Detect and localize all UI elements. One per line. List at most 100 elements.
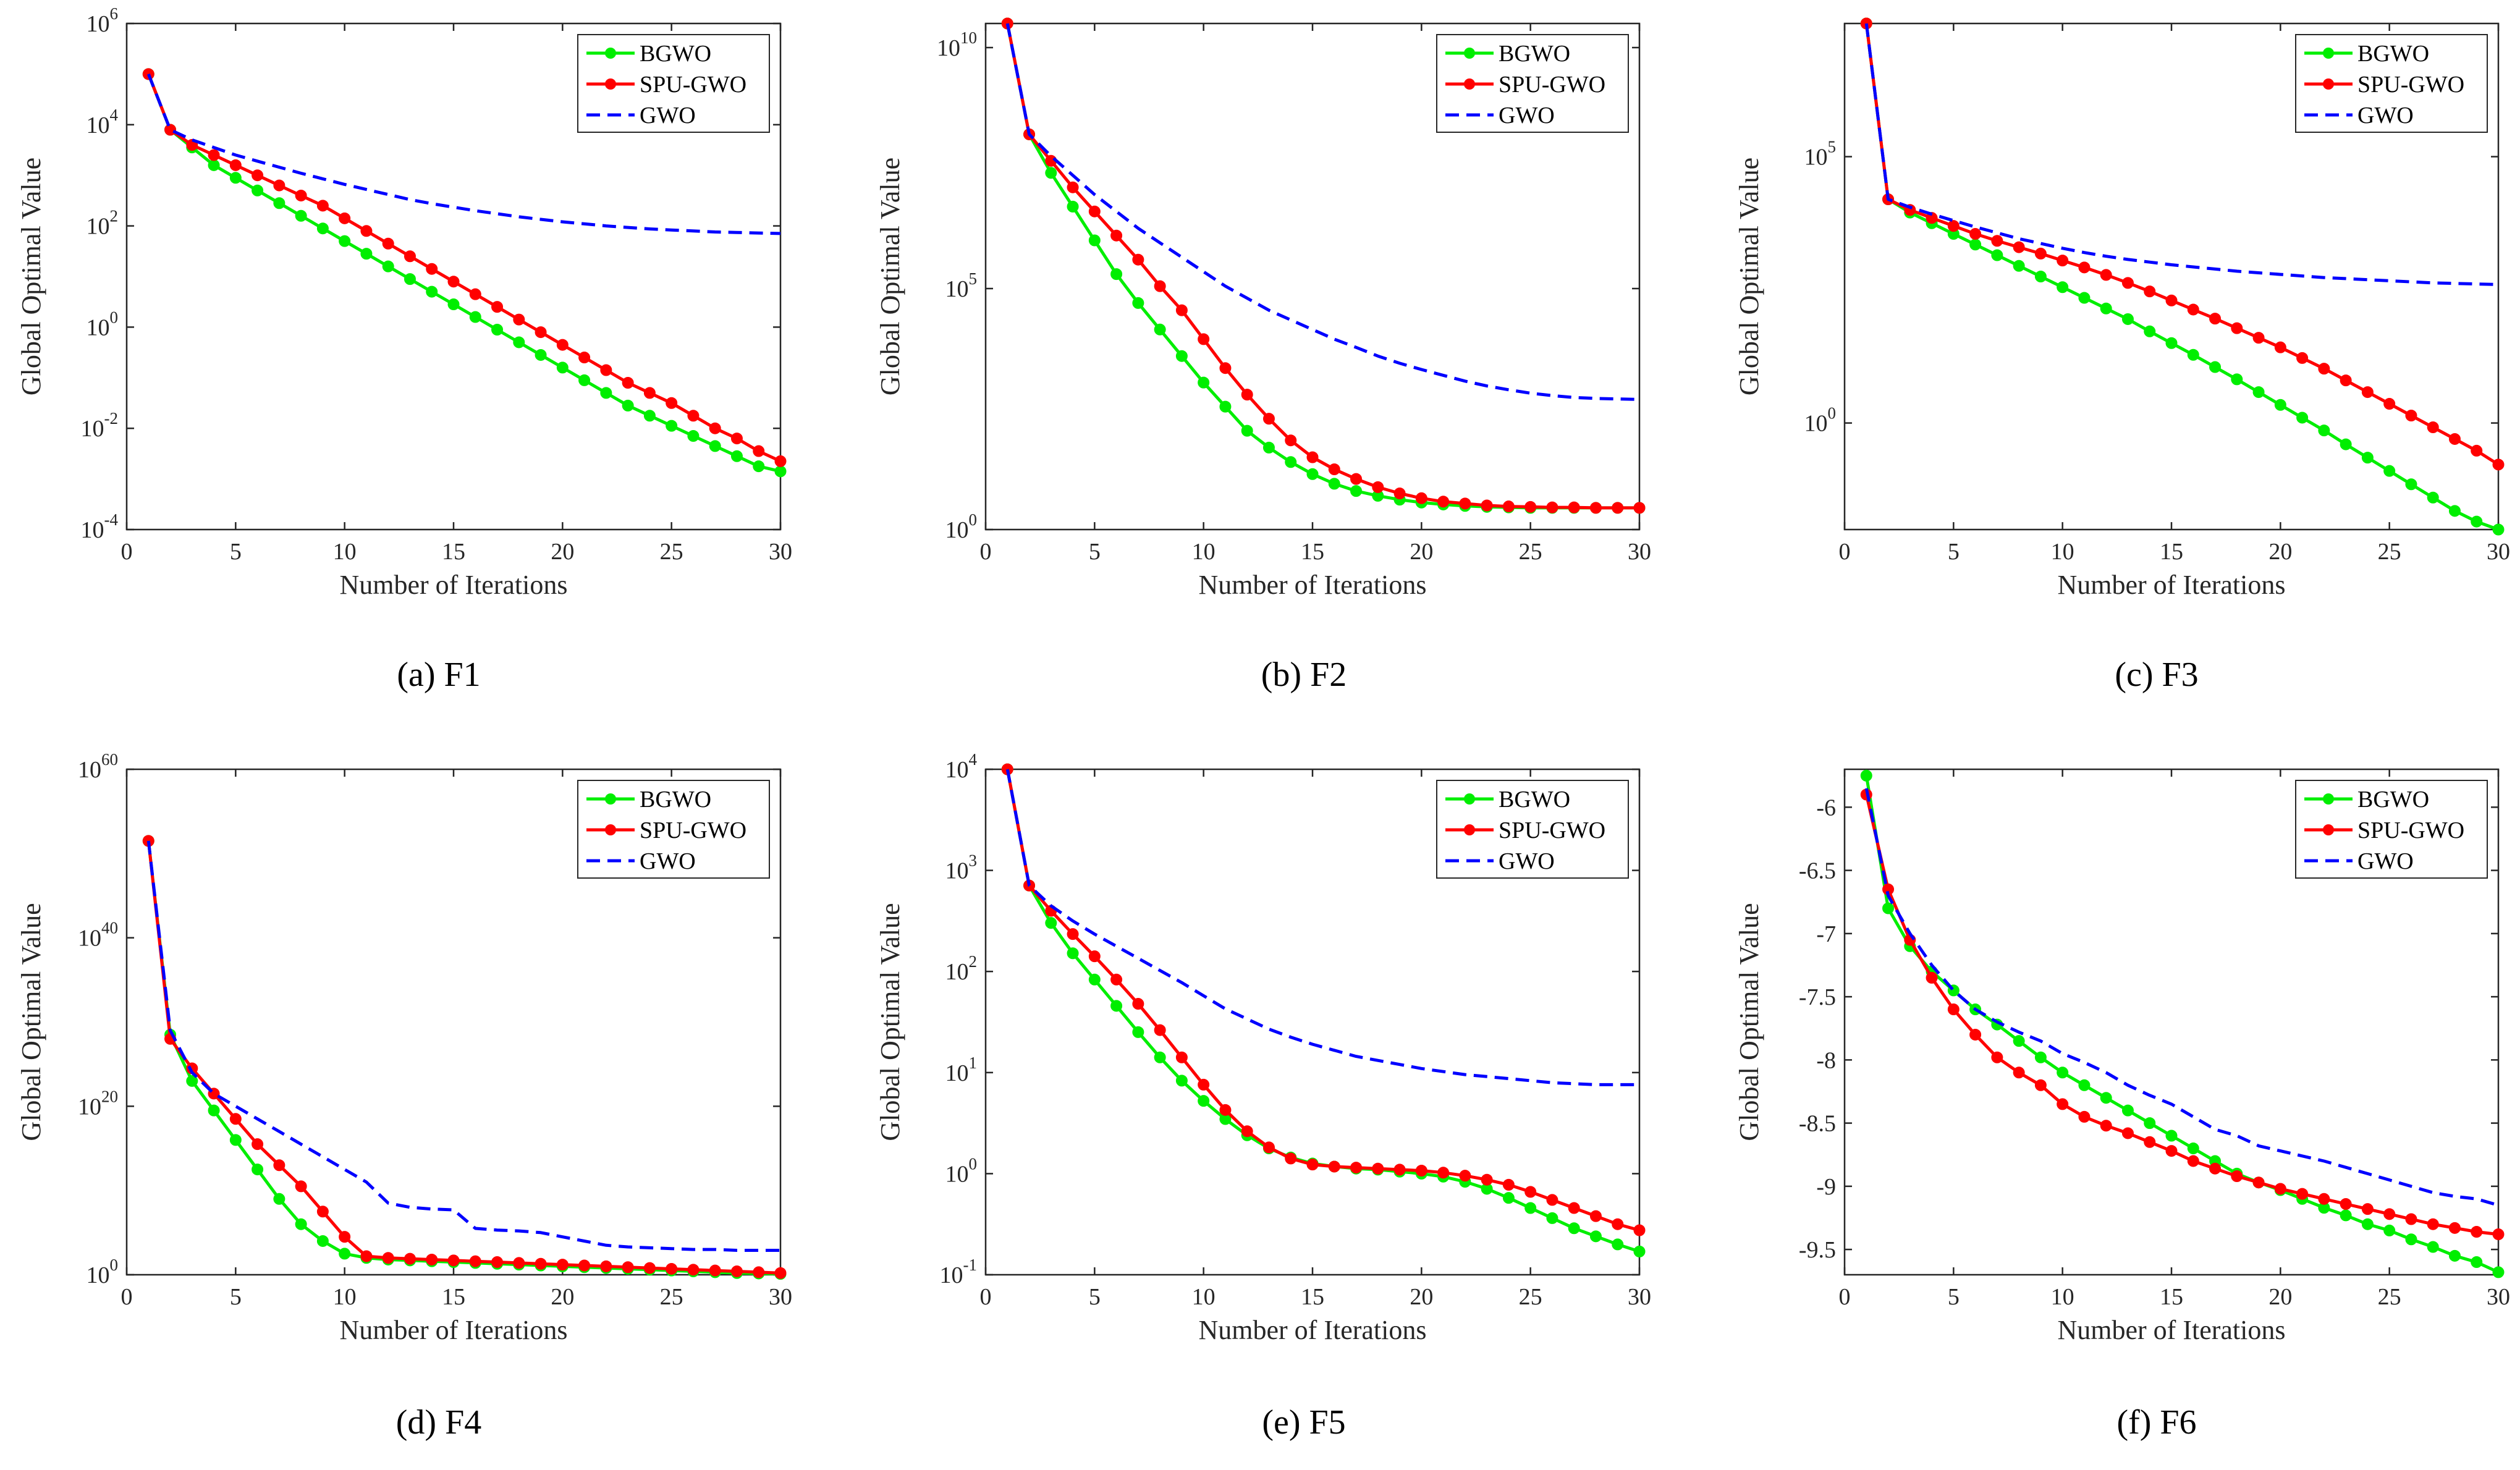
data-point [2034, 1079, 2047, 1091]
data-point [2121, 1104, 2134, 1117]
data-point [229, 1134, 242, 1146]
legend-marker [605, 78, 616, 90]
data-point [360, 248, 373, 260]
data-point [469, 288, 481, 300]
panel-caption: (a) F1 [397, 656, 480, 694]
series-line-gwo [1005, 23, 1640, 401]
data-point [1546, 1212, 1558, 1224]
data-point [1437, 1167, 1450, 1179]
legend-marker [605, 48, 616, 59]
x-tick-label: 25 [660, 1284, 683, 1310]
y-tick-label: 106 [87, 4, 119, 37]
data-point [2274, 341, 2286, 353]
data-point [273, 1193, 285, 1205]
y-tick-base: 10 [87, 11, 110, 37]
data-point [1969, 228, 1982, 240]
data-point [2252, 332, 2265, 344]
y-tick-exponent: 5 [1828, 138, 1837, 156]
data-point [316, 1235, 329, 1247]
data-point [709, 440, 721, 452]
data-point [666, 420, 678, 432]
data-point [1546, 1194, 1558, 1206]
data-point [578, 352, 591, 364]
data-point [2034, 1051, 2047, 1063]
data-point [2492, 1228, 2505, 1241]
data-point [2231, 322, 2243, 334]
data-point [1175, 1051, 1188, 1063]
data-point [1306, 1159, 1319, 1171]
data-point [709, 422, 721, 434]
data-point [273, 1159, 285, 1172]
data-point [643, 1262, 656, 1274]
x-tick-label: 10 [2051, 539, 2074, 565]
data-point [404, 1252, 416, 1265]
y-tick-base: 10 [81, 517, 104, 543]
data-point [2165, 1145, 2178, 1157]
data-point [1860, 769, 1872, 782]
x-tick-label: 15 [442, 539, 465, 565]
data-point [2340, 1209, 2352, 1222]
data-point [1262, 1141, 1275, 1154]
data-point [208, 1104, 220, 1117]
data-point [2057, 255, 2069, 267]
y-tick-label: 100 [87, 308, 119, 340]
data-point [2361, 1203, 2374, 1215]
y-tick-exponent: 0 [969, 1154, 978, 1173]
data-point [2296, 1188, 2309, 1200]
data-point [2383, 1224, 2396, 1236]
data-point [295, 1218, 307, 1230]
data-point [2471, 1256, 2483, 1269]
data-point [404, 273, 416, 285]
data-point [2231, 1170, 2243, 1182]
x-tick-label: 20 [551, 539, 574, 565]
series-gwo [1864, 23, 2499, 286]
data-point [2492, 1266, 2505, 1278]
x-tick-label: 15 [442, 1284, 465, 1310]
data-point [2318, 363, 2330, 375]
data-point [1612, 502, 1624, 514]
data-point [1110, 229, 1123, 242]
data-point [1991, 1051, 2003, 1063]
x-axis-label: Number of Iterations [1199, 1315, 1427, 1345]
y-tick-label: -6.5 [1799, 858, 1836, 884]
x-tick-label: 30 [2487, 539, 2510, 565]
data-point [2013, 1035, 2025, 1047]
x-tick-label: 10 [333, 539, 357, 565]
data-point [2427, 1218, 2439, 1230]
data-point [2492, 458, 2505, 471]
data-point [316, 1206, 329, 1218]
data-point [1991, 235, 2003, 247]
data-point [2361, 386, 2374, 399]
data-point [2231, 373, 2243, 386]
x-tick-label: 5 [1948, 1284, 1960, 1310]
data-point [1241, 1125, 1253, 1138]
y-axis-label: Global Optimal Value [875, 158, 905, 395]
y-tick-exponent: -4 [104, 510, 119, 529]
data-point [1372, 1162, 1384, 1175]
data-point [1154, 1051, 1166, 1063]
data-point [1612, 1218, 1624, 1230]
legend-marker [1464, 48, 1475, 59]
data-point [1110, 1000, 1123, 1012]
data-point [2274, 1183, 2286, 1195]
data-point [1219, 1104, 1232, 1116]
data-point [578, 374, 591, 386]
x-axis-label: Number of Iterations [340, 1315, 568, 1345]
series-spu-gwo [142, 835, 787, 1279]
x-tick-label: 5 [230, 1284, 242, 1310]
data-point [2187, 348, 2199, 361]
y-tick-label: 100 [945, 1154, 978, 1187]
data-point [2078, 1110, 2091, 1123]
y-tick-base: 10 [1804, 145, 1828, 171]
data-point [600, 387, 612, 399]
data-point [687, 410, 700, 422]
data-point [1947, 1003, 1960, 1016]
data-point [252, 184, 264, 196]
data-point [513, 336, 525, 348]
data-point [1306, 451, 1319, 463]
data-point [1262, 413, 1275, 425]
data-point [252, 1164, 264, 1176]
data-point [339, 1231, 351, 1243]
x-tick-label: 0 [121, 1284, 133, 1310]
